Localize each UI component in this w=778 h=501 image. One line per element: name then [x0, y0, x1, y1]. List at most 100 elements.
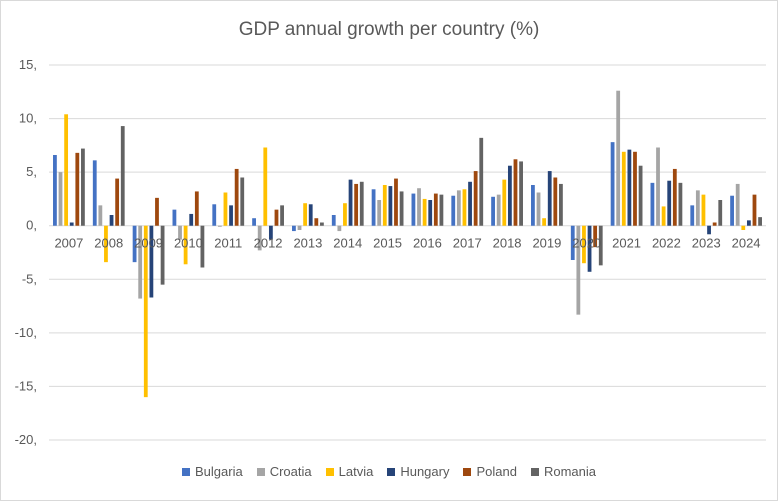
- bar-romania-2023: [718, 200, 723, 226]
- x-tick-label: 2009: [134, 236, 163, 251]
- bar-poland-2021: [633, 151, 637, 226]
- x-tick-label: 2021: [612, 236, 641, 251]
- bar-poland-2010: [194, 191, 199, 226]
- bar-hungary-2011: [229, 205, 233, 226]
- bar-romania-2020: [598, 225, 603, 266]
- bar-poland-2023: [712, 222, 717, 226]
- bar-romania-2007: [81, 148, 85, 226]
- bar-romania-2017: [479, 137, 484, 226]
- bar-poland-2017: [473, 171, 478, 226]
- bar-bulgaria-2010: [172, 209, 177, 226]
- bar-romania-2022: [678, 182, 683, 226]
- x-tick-label: 2022: [652, 236, 681, 251]
- bar-latvia-2012: [263, 147, 268, 226]
- x-tick-label: 2020: [572, 236, 601, 251]
- bar-poland-2012: [274, 209, 279, 226]
- bar-bulgaria-2023: [690, 205, 695, 226]
- x-tick-label: 2007: [54, 236, 83, 251]
- bar-croatia-2008: [98, 205, 103, 226]
- x-tick-label: 2012: [254, 236, 283, 251]
- legend-swatch: [463, 467, 472, 476]
- bar-bulgaria-2024: [730, 195, 734, 226]
- bar-bulgaria-2007: [53, 155, 57, 226]
- legend-item-bulgaria: Bulgaria: [182, 464, 243, 479]
- bar-romania-2024: [758, 217, 762, 226]
- bar-hungary-2023: [707, 225, 711, 235]
- bar-croatia-2007: [58, 172, 63, 226]
- y-tick-label: -5,: [22, 271, 37, 286]
- bar-croatia-2017: [456, 190, 461, 226]
- bar-romania-2014: [359, 181, 364, 226]
- bar-romania-2010: [200, 225, 205, 268]
- bar-hungary-2022: [667, 180, 672, 226]
- bar-romania-2012: [280, 205, 284, 226]
- bar-hungary-2021: [627, 149, 632, 226]
- bar-hungary-2014: [348, 179, 353, 226]
- bar-romania-2008: [120, 126, 125, 226]
- bar-hungary-2016: [428, 200, 433, 226]
- bar-latvia-2009: [143, 225, 148, 398]
- bar-latvia-2018: [502, 179, 507, 226]
- bar-poland-2008: [115, 178, 120, 226]
- x-tick-label: 2019: [532, 236, 561, 251]
- bar-poland-2013: [314, 218, 319, 226]
- legend-label: Poland: [476, 464, 517, 479]
- y-tick-label: 0,: [26, 218, 37, 233]
- legend-swatch: [325, 467, 334, 476]
- bar-bulgaria-2018: [491, 196, 495, 226]
- bar-hungary-2015: [388, 186, 393, 226]
- bar-bulgaria-2016: [411, 193, 416, 226]
- bar-bulgaria-2019: [531, 185, 535, 226]
- bar-latvia-2017: [462, 189, 467, 226]
- bar-poland-2015: [394, 178, 398, 226]
- bar-hungary-2008: [109, 215, 114, 226]
- bar-poland-2019: [553, 177, 558, 226]
- x-tick-label: 2010: [174, 236, 203, 251]
- bar-bulgaria-2008: [92, 160, 97, 226]
- bar-hungary-2017: [468, 181, 472, 226]
- legend-item-hungary: Hungary: [387, 464, 449, 479]
- bar-romania-2016: [439, 194, 444, 226]
- legend-swatch: [256, 467, 265, 476]
- bar-hungary-2019: [547, 171, 552, 226]
- bar-bulgaria-2017: [451, 195, 456, 226]
- legend-item-poland: Poland: [463, 464, 517, 479]
- bar-romania-2009: [160, 225, 165, 285]
- bar-latvia-2020: [582, 225, 586, 264]
- chart-title: GDP annual growth per country (%): [238, 19, 540, 40]
- bar-latvia-2023: [701, 194, 706, 226]
- bar-bulgaria-2020: [570, 225, 575, 260]
- bar-croatia-2009: [138, 225, 143, 299]
- y-tick-label: 5,: [26, 164, 37, 179]
- bar-bulgaria-2015: [371, 189, 376, 226]
- bar-croatia-2019: [536, 192, 541, 226]
- bar-poland-2024: [752, 194, 757, 226]
- bar-bulgaria-2013: [292, 225, 296, 232]
- bar-croatia-2010: [178, 225, 182, 240]
- x-tick-label: 2017: [453, 236, 482, 251]
- bar-hungary-2024: [746, 220, 751, 226]
- bar-poland-2007: [75, 152, 80, 226]
- x-tick-label: 2013: [293, 236, 322, 251]
- bar-romania-2019: [559, 183, 563, 226]
- bar-croatia-2018: [496, 194, 501, 226]
- legend-swatch: [530, 467, 539, 476]
- bar-latvia-2019: [542, 218, 547, 226]
- y-tick-label: -20,: [15, 432, 37, 447]
- bar-poland-2009: [155, 197, 159, 226]
- bar-bulgaria-2009: [132, 225, 137, 263]
- legend-label: Croatia: [269, 464, 312, 479]
- bar-hungary-2009: [149, 225, 154, 298]
- bar-latvia-2007: [64, 114, 69, 226]
- legend-item-croatia: Croatia: [256, 464, 312, 479]
- bar-bulgaria-2014: [331, 215, 336, 226]
- bar-croatia-2011: [217, 225, 222, 227]
- plot-area: 15, 10, 5, 0, -5, -10, -15, -20, 2007 2008 2009 201…: [15, 57, 766, 447]
- bar-bulgaria-2021: [610, 142, 615, 226]
- bar-hungary-2012: [268, 225, 273, 240]
- x-tick-label: 2011: [214, 236, 242, 251]
- bar-croatia-2012: [257, 225, 262, 251]
- bar-croatia-2021: [616, 90, 621, 226]
- y-tick-label: 15,: [19, 57, 37, 72]
- bar-hungary-2007: [69, 222, 74, 226]
